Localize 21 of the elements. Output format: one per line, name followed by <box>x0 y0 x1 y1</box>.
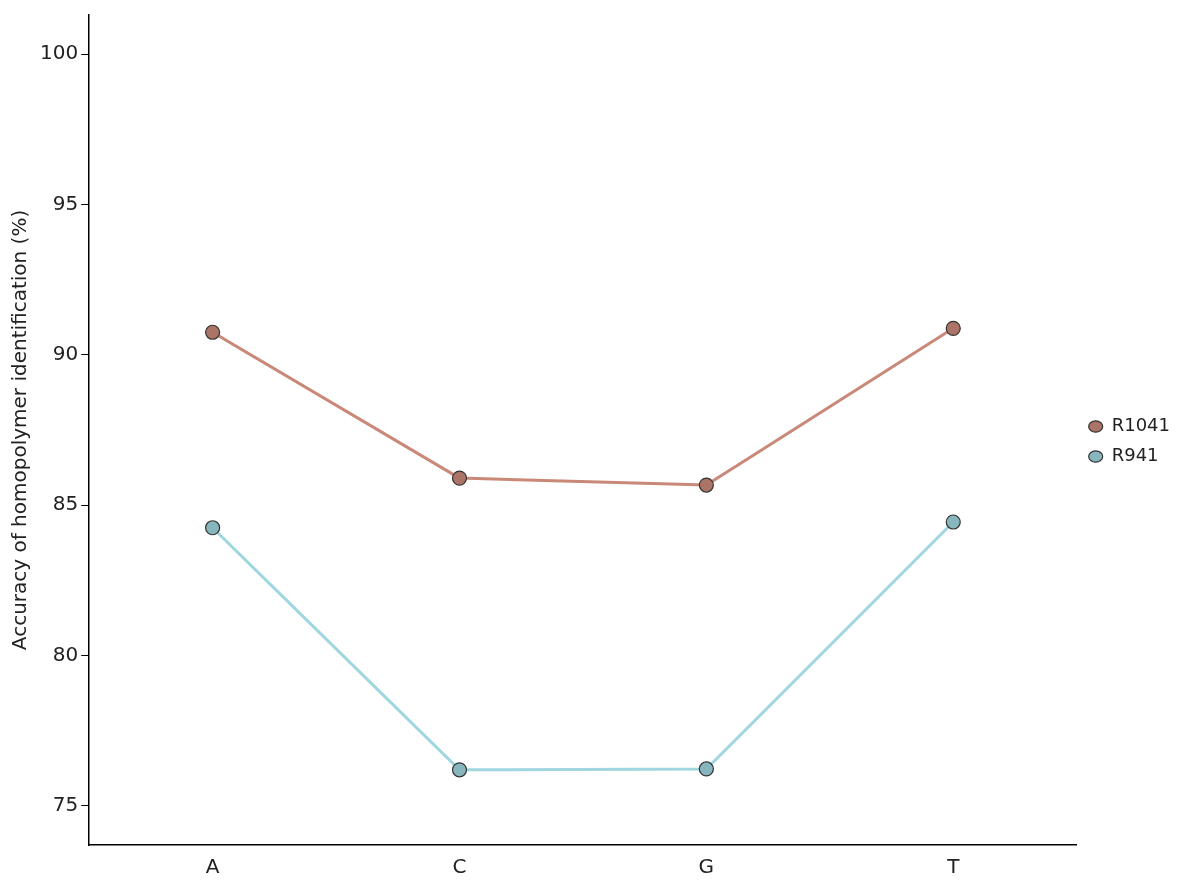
y-axis-title: Accuracy of homopolymer identification (%) <box>7 209 32 651</box>
y-tick-label: 75 <box>52 792 79 817</box>
y-tick-label: 100 <box>39 40 79 65</box>
x-tick-label: C <box>452 854 467 879</box>
point <box>945 320 961 336</box>
x-tick-label: G <box>698 854 715 879</box>
y-tick-label: 85 <box>52 491 79 516</box>
y-tick-label: 95 <box>52 190 79 215</box>
point <box>945 514 961 530</box>
legend-label: R941 <box>1111 444 1159 466</box>
y-tick-label: 80 <box>52 641 79 666</box>
legend-label: R1041 <box>1111 414 1171 436</box>
x-tick-label: T <box>946 854 961 879</box>
point <box>451 762 468 778</box>
x-tick-label: A <box>205 854 220 879</box>
y-tick-label: 90 <box>52 341 79 366</box>
point <box>698 477 714 493</box>
point <box>698 761 714 777</box>
point <box>451 470 468 486</box>
point <box>205 324 221 340</box>
point <box>205 520 221 536</box>
